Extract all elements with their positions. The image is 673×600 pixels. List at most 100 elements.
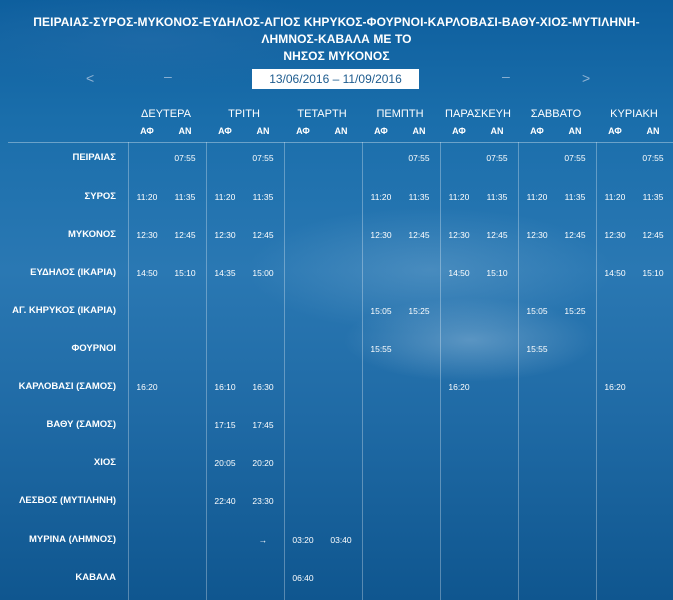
departure-time-cell: 07:55 xyxy=(564,153,586,163)
arrival-subheader: ΑΦ xyxy=(218,126,232,136)
departure-time-cell: 20:20 xyxy=(252,458,274,468)
arrival-time-cell: 11:20 xyxy=(136,192,158,202)
departure-time-cell: 11:35 xyxy=(486,192,508,202)
day-column-divider xyxy=(284,142,285,600)
arrival-time-cell: 16:20 xyxy=(604,382,626,392)
date-range-selector[interactable]: 13/06/2016 – 11/09/2016 xyxy=(252,69,419,89)
arrival-time-cell: 14:35 xyxy=(214,268,236,278)
arrival-time-cell: 12:30 xyxy=(448,230,470,240)
departure-time-cell: 12:45 xyxy=(642,230,664,240)
arrival-time-cell: 11:20 xyxy=(526,192,548,202)
departure-time-cell: 07:55 xyxy=(486,153,508,163)
departure-time-cell: 11:35 xyxy=(564,192,586,202)
port-name: ΚΑΡΛΟΒΑΣΙ (ΣΑΜΟΣ) xyxy=(18,381,116,392)
arrival-time-cell: 15:55 xyxy=(526,344,548,354)
arrival-time-cell: 12:30 xyxy=(370,230,392,240)
departure-time-cell: 11:35 xyxy=(252,192,274,202)
day-header: ΠΑΡΑΣΚΕΥΗ xyxy=(445,108,511,120)
departure-time-cell: 07:55 xyxy=(174,153,196,163)
day-column-divider xyxy=(440,142,441,600)
arrival-subheader: ΑΦ xyxy=(374,126,388,136)
prev-period-chevron-icon[interactable]: < xyxy=(86,70,95,86)
arrival-time-cell: 11:20 xyxy=(604,192,626,202)
prev-period-dash: – xyxy=(164,68,172,84)
port-name: ΧΙΟΣ xyxy=(93,457,116,468)
arrival-subheader: ΑΦ xyxy=(296,126,310,136)
arrival-subheader: ΑΦ xyxy=(452,126,466,136)
port-name: ΠΕΙΡΑΙΑΣ xyxy=(72,152,116,163)
port-name: ΜΥΚΟΝΟΣ xyxy=(67,229,116,240)
departure-time-cell: 12:45 xyxy=(174,230,196,240)
arrival-time-cell: 15:55 xyxy=(370,344,392,354)
departure-time-cell: 15:00 xyxy=(252,268,274,278)
arrival-time-cell: 16:20 xyxy=(448,382,470,392)
header-divider xyxy=(8,142,673,143)
departure-time-cell: 12:45 xyxy=(408,230,430,240)
day-column-divider xyxy=(206,142,207,600)
departure-time-cell: 23:30 xyxy=(252,496,274,506)
departure-time-cell: 07:55 xyxy=(642,153,664,163)
day-header: ΣΑΒΒΑΤΟ xyxy=(530,108,582,120)
departure-time-cell: 07:55 xyxy=(252,153,274,163)
departure-time-cell: 16:30 xyxy=(252,382,274,392)
day-header: ΤΡΙΤΗ xyxy=(228,108,260,120)
day-column-divider xyxy=(518,142,519,600)
day-header: ΚΥΡΙΑΚΗ xyxy=(610,108,658,120)
departure-time-cell: 12:45 xyxy=(486,230,508,240)
departure-subheader: ΑΝ xyxy=(568,126,582,136)
arrival-time-cell: 11:20 xyxy=(370,192,392,202)
departure-subheader: ΑΝ xyxy=(412,126,426,136)
day-header: ΤΕΤΑΡΤΗ xyxy=(297,108,347,120)
arrival-time-cell: 12:30 xyxy=(526,230,548,240)
port-name: ΚΑΒΑΛΑ xyxy=(75,572,116,583)
departure-subheader: ΑΝ xyxy=(490,126,504,136)
port-name: ΑΓ. ΚΗΡΥΚΟΣ (ΙΚΑΡΙΑ) xyxy=(12,305,116,316)
arrival-time-cell: 15:05 xyxy=(370,306,392,316)
arrival-time-cell: 12:30 xyxy=(214,230,236,240)
departure-subheader: ΑΝ xyxy=(178,126,192,136)
arrival-subheader: ΑΦ xyxy=(608,126,622,136)
departure-time-cell: 11:35 xyxy=(642,192,664,202)
arrival-subheader: ΑΦ xyxy=(140,126,154,136)
arrival-time-cell: 22:40 xyxy=(214,496,236,506)
arrival-time-cell: 16:10 xyxy=(214,382,236,392)
port-name: ΒΑΘΥ (ΣΑΜΟΣ) xyxy=(46,419,116,430)
departure-time-cell: 15:10 xyxy=(174,268,196,278)
departure-subheader: ΑΝ xyxy=(646,126,660,136)
day-column-divider xyxy=(128,142,129,600)
departure-time-cell: 11:35 xyxy=(408,192,430,202)
arrival-time-cell: 14:50 xyxy=(136,268,158,278)
day-column-divider xyxy=(362,142,363,600)
arrival-time-cell: 20:05 xyxy=(214,458,236,468)
departure-time-cell: 12:45 xyxy=(252,230,274,240)
arrival-time-cell: 17:15 xyxy=(214,420,236,430)
departure-time-cell: 07:55 xyxy=(408,153,430,163)
departure-subheader: ΑΝ xyxy=(256,126,270,136)
departure-time-cell: 17:45 xyxy=(252,420,274,430)
arrival-time-cell: 12:30 xyxy=(604,230,626,240)
departure-subheader: ΑΝ xyxy=(334,126,348,136)
departure-time-cell: 15:25 xyxy=(564,306,586,316)
arrival-time-cell: 14:50 xyxy=(448,268,470,278)
next-period-chevron-icon[interactable]: > xyxy=(582,70,591,86)
port-name: ΛΕΣΒΟΣ (ΜΥΤΙΛΗΝΗ) xyxy=(19,495,116,506)
port-name: ΦΟΥΡΝΟΙ xyxy=(71,343,117,354)
route-title-line-1: ΠΕΙΡΑΙΑΣ-ΣΥΡΟΣ-ΜΥΚΟΝΟΣ-ΕΥΔΗΛΟΣ-ΑΓΙΟΣ ΚΗΡ… xyxy=(33,15,640,46)
port-name: ΜΥΡΙΝΑ (ΛΗΜΝΟΣ) xyxy=(29,534,116,545)
departure-time-cell: 15:25 xyxy=(408,306,430,316)
port-name: ΣΥΡΟΣ xyxy=(84,191,116,202)
departure-time-cell: 15:10 xyxy=(486,268,508,278)
arrival-time-cell: 15:05 xyxy=(526,306,548,316)
arrival-time-cell: 11:20 xyxy=(214,192,236,202)
departure-time-cell: 12:45 xyxy=(564,230,586,240)
day-header: ΔΕΥΤΕΡΑ xyxy=(141,108,191,120)
arrival-time-cell: 03:20 xyxy=(292,535,314,545)
day-column-divider xyxy=(596,142,597,600)
departure-time-cell: 11:35 xyxy=(174,192,196,202)
port-name: ΕΥΔΗΛΟΣ (ΙΚΑΡΙΑ) xyxy=(30,267,116,278)
route-title: ΠΕΙΡΑΙΑΣ-ΣΥΡΟΣ-ΜΥΚΟΝΟΣ-ΕΥΔΗΛΟΣ-ΑΓΙΟΣ ΚΗΡ… xyxy=(0,14,673,65)
arrival-time-cell: 11:20 xyxy=(448,192,470,202)
arrival-time-cell: 14:50 xyxy=(604,268,626,278)
arrival-time-cell: 06:40 xyxy=(292,573,314,583)
